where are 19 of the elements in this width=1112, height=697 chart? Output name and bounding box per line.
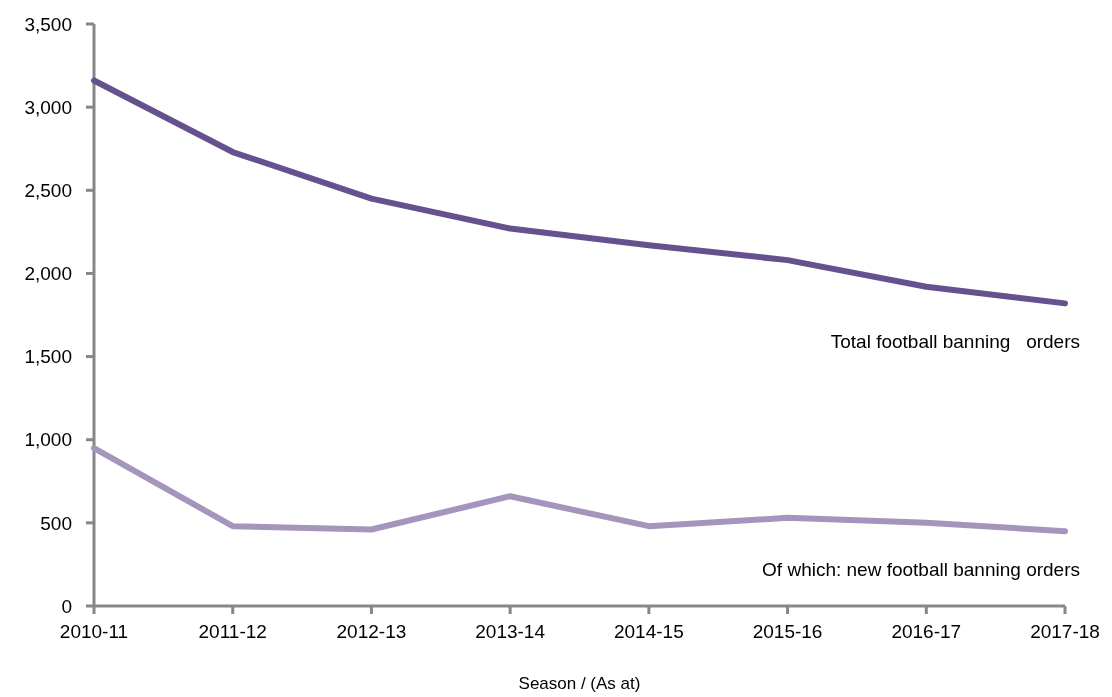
y-tick-label: 3,500: [24, 13, 72, 35]
y-tick-label: 3,000: [24, 96, 72, 118]
y-tick-label: 1,000: [24, 429, 72, 451]
y-tick-label: 2,000: [24, 263, 72, 285]
x-tick-label: 2015-16: [752, 621, 823, 642]
x-axis-title: Season / (As at): [518, 674, 641, 693]
x-tick-label: 2010-11: [59, 621, 129, 642]
y-tick-label: 1,500: [24, 346, 72, 368]
x-tick-label: 2017-18: [1030, 621, 1100, 642]
series-label: Total football banning orders: [830, 331, 1080, 353]
x-tick-label: 2013-14: [475, 621, 546, 642]
x-tick-label: 2014-15: [613, 621, 684, 642]
series-label: Of which: new football banning orders: [762, 559, 1080, 581]
y-tick-label: 500: [40, 512, 72, 534]
x-tick-label: 2012-13: [336, 621, 407, 642]
x-tick-label: 2016-17: [891, 621, 962, 642]
y-tick-label: 0: [61, 595, 72, 617]
y-tick-label: 2,500: [24, 179, 72, 201]
x-tick-label: 2011-12: [198, 621, 267, 642]
